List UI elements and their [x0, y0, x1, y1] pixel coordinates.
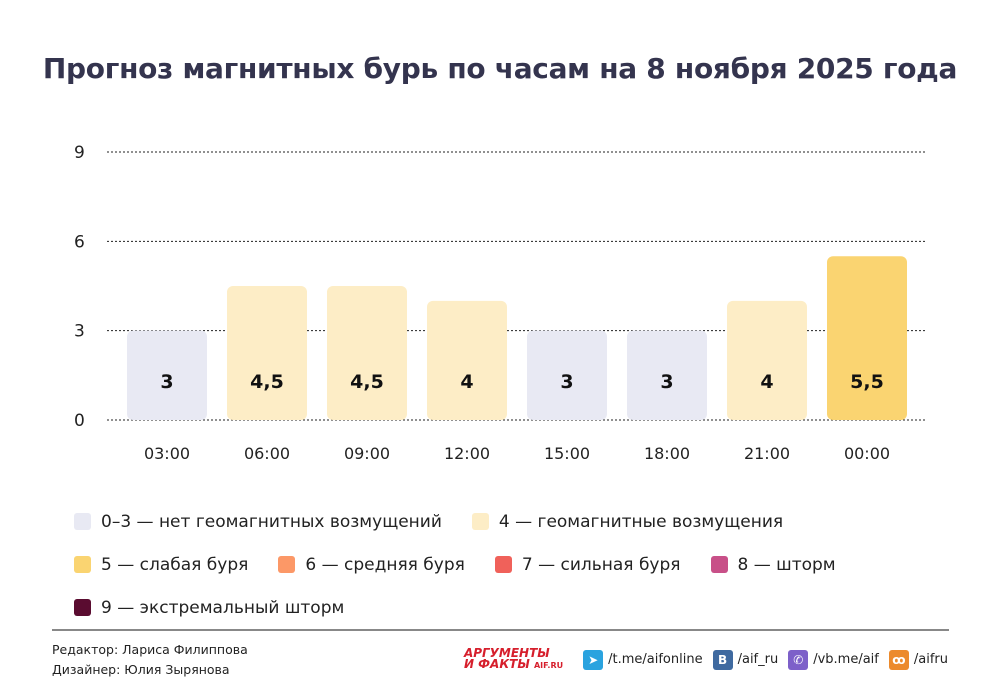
telegram-icon: ➤ — [583, 649, 604, 670]
legend-label: 7 — сильная буря — [521, 554, 681, 575]
logo-text-bottom: И ФАКТЫ — [463, 657, 530, 671]
legend-item: 7 — сильная буря — [494, 554, 681, 575]
legend-label: 5 — слабая буря — [101, 554, 249, 575]
legend-swatch — [74, 599, 91, 616]
y-tick-label: 0 — [74, 411, 85, 431]
x-tick-label: 18:00 — [644, 444, 690, 463]
viber-icon: ✆ — [788, 649, 809, 670]
vk-link[interactable]: B/aif_ru — [712, 649, 779, 670]
bar-value-label: 3 — [160, 371, 173, 393]
legend: 0–3 — нет геомагнитных возмущений 4 — ге… — [74, 500, 954, 629]
aif-logo[interactable]: АРГУМЕНТЫ И ФАКТЫ AIF.RU — [463, 646, 564, 671]
x-tick-label: 15:00 — [544, 444, 590, 463]
x-tick-label: 12:00 — [444, 444, 490, 463]
odnoklassniki-icon: ꝏ — [888, 649, 909, 670]
link-text: /aif_ru — [737, 652, 779, 667]
footer-links: АРГУМЕНТЫ И ФАКТЫ AIF.RU ➤ /t.me/aifonlin… — [463, 646, 948, 671]
legend-label: 0–3 — нет геомагнитных возмущений — [101, 511, 442, 532]
link-text: /vb.me/aif — [813, 652, 879, 667]
bar — [527, 330, 607, 420]
legend-label: 8 — шторм — [737, 554, 836, 575]
logo-text-top: АРГУМЕНТЫ — [463, 646, 550, 660]
chart-title: Прогноз магнитных бурь по часам на 8 ноя… — [42, 52, 958, 85]
bar-value-label: 3 — [660, 371, 673, 393]
bar-value-label: 4,5 — [350, 371, 384, 393]
y-tick-label: 9 — [74, 143, 85, 163]
bar — [427, 300, 507, 420]
bar-chart: 0 3 6 9 3 03:00 4,5 06:00 4,5 09:00 4 12:00 3 15:00 3 1… — [74, 143, 927, 463]
bar-value-label: 4 — [760, 371, 773, 393]
bar — [227, 286, 307, 420]
y-tick-label: 6 — [74, 232, 85, 252]
x-tick-label: 09:00 — [344, 444, 390, 463]
y-tick-label: 3 — [74, 322, 85, 342]
bar-value-label: 4 — [460, 371, 473, 393]
logo-site: AIF.RU — [533, 661, 564, 670]
bar-value-label: 4,5 — [250, 371, 284, 393]
odnoklassniki-link[interactable]: ꝏ/aifru — [888, 649, 948, 670]
footer-divider — [52, 629, 949, 631]
viber-link[interactable]: ✆ /vb.me/aif — [788, 649, 879, 670]
legend-swatch — [710, 556, 728, 573]
x-tick-label: 03:00 — [144, 444, 190, 463]
legend-item: 9 — экстремальный шторм — [74, 598, 344, 618]
bar — [327, 286, 407, 420]
legend-item: 8 — шторм — [710, 554, 836, 575]
legend-swatch — [74, 556, 91, 573]
link-text: /aifru — [913, 652, 948, 667]
vk-icon: B — [712, 649, 733, 670]
bar — [127, 330, 207, 420]
designer-credit: Дизайнер: Юлия Зырянова — [52, 662, 230, 677]
legend-swatch — [278, 556, 296, 573]
bar — [627, 330, 707, 420]
legend-swatch — [74, 513, 91, 530]
legend-swatch — [471, 513, 489, 530]
legend-item: 0–3 — нет геомагнитных возмущений — [74, 512, 442, 532]
telegram-link[interactable]: ➤ /t.me/aifonline — [583, 649, 703, 670]
legend-item: 5 — слабая буря — [74, 555, 248, 575]
legend-label: 6 — средняя буря — [305, 554, 465, 575]
bar — [827, 256, 907, 420]
link-text: /t.me/aifonline — [608, 652, 703, 667]
editor-credit: Редактор: Лариса Филиппова — [52, 642, 248, 657]
bar-value-label: 5,5 — [850, 371, 884, 393]
legend-item: 4 — геомагнитные возмущения — [471, 511, 784, 532]
x-tick-label: 21:00 — [744, 444, 790, 463]
legend-swatch — [494, 556, 512, 573]
credits: Редактор: Лариса Филиппова Дизайнер: Юли… — [52, 640, 248, 680]
x-tick-label: 06:00 — [244, 444, 290, 463]
legend-label: 4 — геомагнитные возмущения — [498, 511, 784, 532]
bar-value-label: 3 — [560, 371, 573, 393]
x-tick-label: 00:00 — [844, 444, 890, 463]
legend-item: 6 — средняя буря — [278, 555, 465, 575]
legend-label: 9 — экстремальный шторм — [101, 597, 345, 618]
bar — [727, 300, 807, 420]
